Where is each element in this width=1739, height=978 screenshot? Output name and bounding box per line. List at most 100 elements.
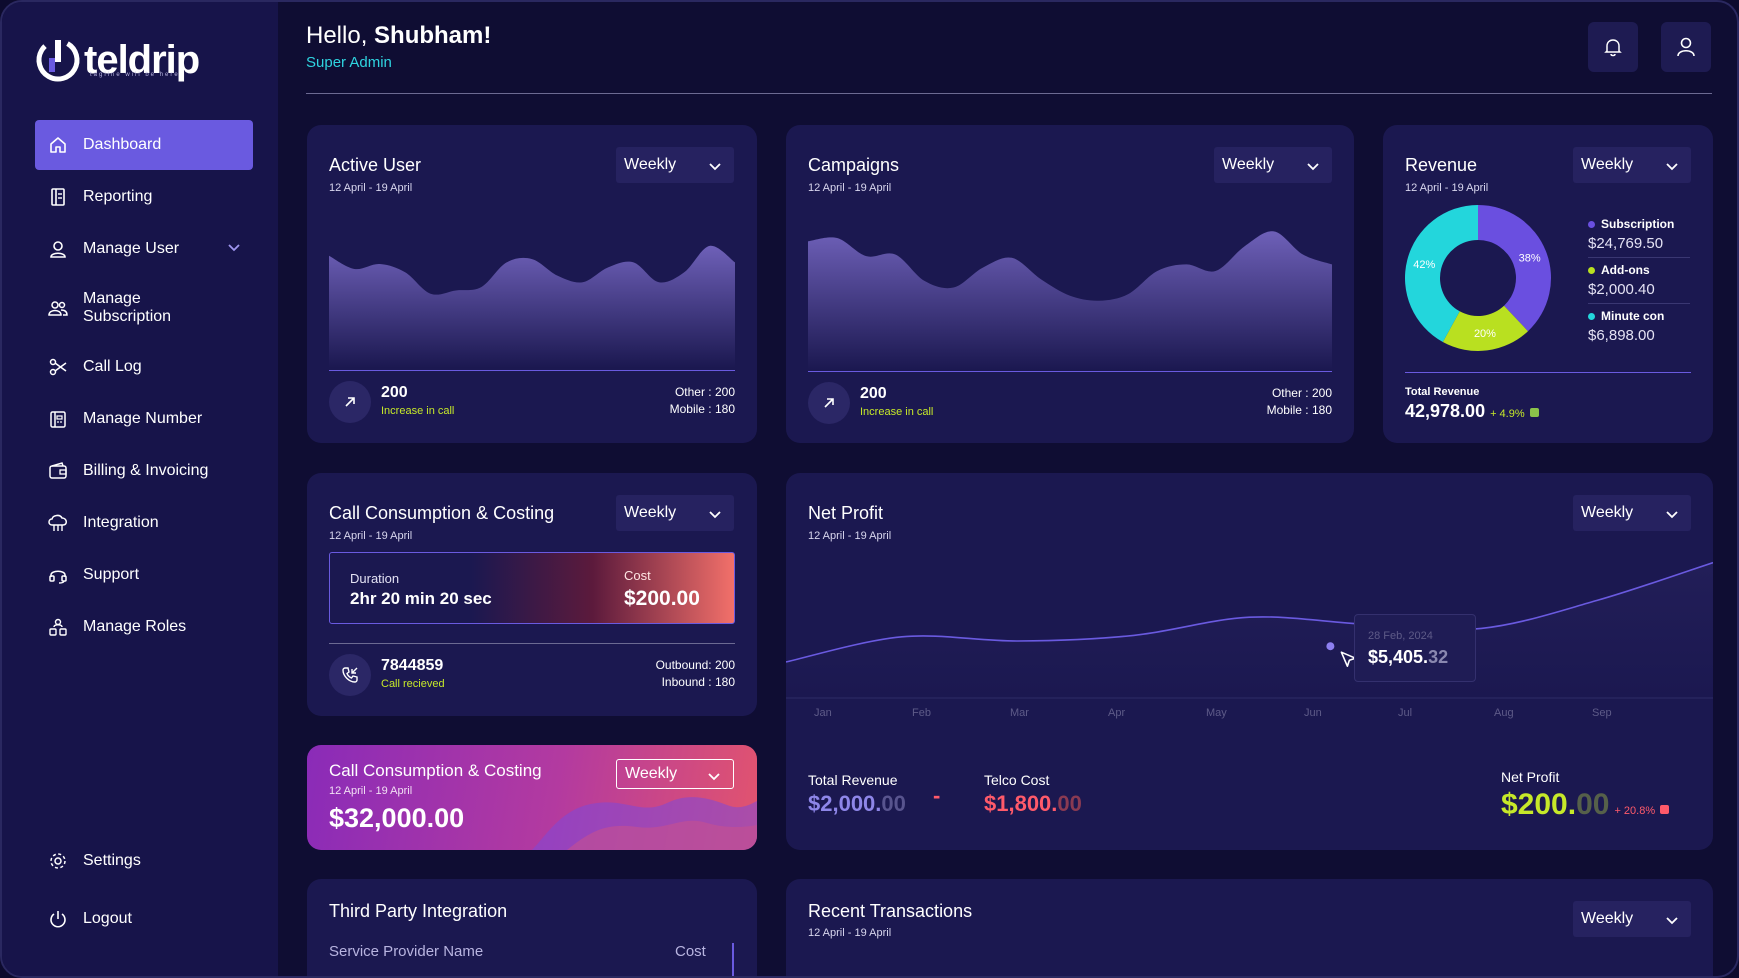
duration-value: 2hr 20 min 20 sec: [350, 589, 492, 608]
chevron-down-icon: [1306, 159, 1320, 177]
sidebar-item-label: Reporting: [83, 188, 153, 205]
calls-value: 7844859: [381, 657, 444, 674]
scrollbar[interactable]: [732, 943, 734, 976]
tooltip-value-main: $5,405.: [1368, 647, 1429, 667]
value-main: $1,800.: [984, 791, 1058, 816]
sidebar-item-logout[interactable]: Logout: [35, 894, 253, 944]
value-decimals: 00: [881, 791, 906, 816]
sidebar-item-settings[interactable]: Settings: [35, 836, 253, 886]
revenue-change: + 4.9%: [1490, 408, 1525, 420]
total-revenue-value: 42,978.00: [1405, 401, 1486, 421]
x-axis-tick-label: May: [1206, 707, 1227, 719]
donut-slice-subscription[interactable]: [1478, 205, 1551, 332]
cloud-icon: [47, 512, 69, 534]
report-icon: [47, 186, 69, 208]
trend-up-icon: [1529, 408, 1539, 417]
legend-dot: [1588, 220, 1595, 228]
sidebar-item-dashboard[interactable]: Dashboard: [35, 120, 253, 170]
card-date-range: 12 April - 19 April: [808, 927, 892, 939]
stat-label: Increase in call: [381, 405, 455, 417]
card-title: Third Party Integration: [329, 901, 508, 921]
decorative-wave: [532, 797, 757, 850]
legend-item-minute-con: Minute con $6,898.00: [1588, 309, 1688, 344]
arrow-up-right-icon: [345, 397, 355, 407]
period-dropdown[interactable]: Weekly: [1214, 147, 1332, 183]
sidebar-item-integration[interactable]: Integration: [35, 498, 253, 548]
dropdown-value: Weekly: [1222, 156, 1275, 173]
card-divider: [329, 643, 735, 644]
headset-icon: [47, 564, 69, 586]
legend-label: Add-ons: [1601, 263, 1650, 277]
x-axis-tick-label: Jun: [1304, 707, 1322, 719]
x-axis-tick-label: Aug: [1494, 707, 1514, 719]
column-header-provider: Service Provider Name: [329, 943, 484, 960]
period-dropdown[interactable]: Weekly: [1573, 495, 1691, 531]
legend-value: $2,000.40: [1588, 281, 1655, 298]
cost-value: $200.00: [624, 587, 700, 610]
sidebar-item-manage-number[interactable]: Manage Number: [35, 394, 253, 444]
home-icon: [47, 134, 69, 156]
period-dropdown[interactable]: Weekly: [1573, 147, 1691, 183]
trend-up-badge: [808, 382, 850, 424]
dropdown-value: Weekly: [624, 504, 677, 521]
area-fill: [808, 231, 1332, 370]
hover-point[interactable]: [1326, 642, 1335, 651]
donut-slice-add-ons[interactable]: [1442, 305, 1528, 351]
sidebar-item-manage-roles[interactable]: Manage Roles: [35, 602, 253, 652]
logo-icon: [36, 38, 80, 82]
recent-transactions-card: Recent Transactions 12 April - 19 April …: [786, 879, 1713, 976]
period-dropdown[interactable]: Weekly: [1573, 901, 1691, 937]
period-dropdown[interactable]: Weekly: [616, 147, 734, 183]
period-dropdown[interactable]: Weekly: [616, 759, 734, 789]
dropdown-value: Weekly: [625, 765, 678, 782]
legend-item-subscription: Subscription $24,769.50: [1588, 217, 1688, 252]
sidebar-item-manage-subscription[interactable]: Manage Subscription: [35, 280, 253, 336]
profile-button[interactable]: [1661, 22, 1711, 72]
chevron-down-icon: [707, 769, 721, 787]
total-revenue-label: Total Revenue: [808, 772, 898, 788]
third-party-integration-card: Third Party Integration Service Provider…: [307, 879, 757, 976]
sidebar-item-reporting[interactable]: Reporting: [35, 172, 253, 222]
period-dropdown[interactable]: Weekly: [616, 495, 734, 531]
x-axis-tick-label: Apr: [1108, 707, 1126, 719]
logo-text: teldrip: [84, 37, 200, 82]
sidebar-item-label: Manage Subscription: [83, 290, 172, 325]
card-title: Recent Transactions: [808, 901, 973, 921]
card-title: Active User: [329, 155, 422, 175]
card-date-range: 12 April - 19 April: [1405, 182, 1489, 194]
logo[interactable]: teldrip tagline will be here: [34, 36, 200, 84]
stat-breakdown: Other : 200 Mobile : 180: [670, 384, 735, 418]
area-fill: [329, 245, 735, 368]
donut-slice-minute-con[interactable]: [1405, 205, 1478, 342]
mobile-count: Mobile : 180: [669, 402, 735, 416]
profit-change: + 20.8%: [1614, 805, 1656, 817]
tooltip-value-decimals: 32: [1428, 647, 1449, 667]
legend-divider: [1588, 303, 1690, 304]
stat-value: 200: [381, 384, 408, 401]
sidebar-item-label: Manage User: [83, 240, 180, 257]
arrow-up-right-icon: [824, 398, 834, 408]
chevron-down-icon[interactable]: [227, 240, 241, 258]
trend-up-badge: [329, 381, 371, 423]
x-axis-tick-label: Jan: [814, 707, 832, 719]
chevron-down-icon: [708, 159, 722, 177]
sidebar-item-manage-user[interactable]: Manage User: [35, 224, 253, 274]
revenue-donut-chart: 38% 20% 42%: [1405, 205, 1551, 351]
chart-tooltip: 28 Feb, 2024 $5,405.32: [1354, 614, 1476, 682]
notifications-button[interactable]: [1588, 22, 1638, 72]
user-icon: [1677, 37, 1695, 57]
sidebar-item-label: Billing & Invoicing: [83, 462, 209, 479]
sidebar-item-support[interactable]: Support: [35, 550, 253, 600]
sidebar-item-billing[interactable]: Billing & Invoicing: [35, 446, 253, 496]
dropdown-value: Weekly: [1581, 504, 1634, 521]
card-date-range: 12 April - 19 April: [329, 530, 413, 542]
sidebar-item-call-log[interactable]: Call Log: [35, 342, 253, 392]
gear-icon: [47, 850, 69, 872]
wallet-icon: [47, 460, 69, 482]
chevron-down-icon: [1665, 159, 1679, 177]
dropdown-value: Weekly: [624, 156, 677, 173]
legend-value: $24,769.50: [1588, 235, 1664, 252]
calls-label: Call recieved: [381, 678, 445, 690]
campaigns-area-chart: [808, 231, 1332, 370]
incoming-call-badge: [329, 654, 371, 696]
